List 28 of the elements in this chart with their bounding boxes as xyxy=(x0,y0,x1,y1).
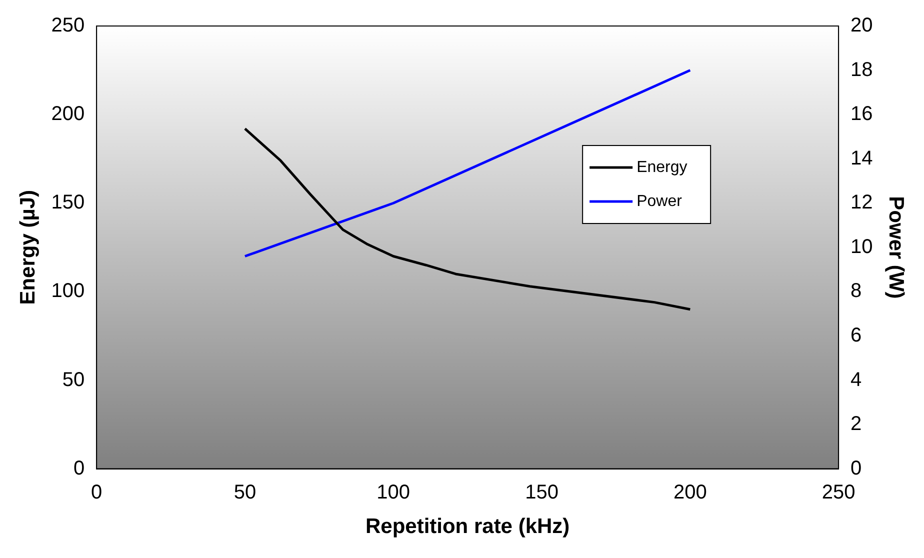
x-tick-label: 250 xyxy=(822,481,856,504)
y2-tick-label: 0 xyxy=(850,457,862,480)
x-axis-title: Repetition rate (kHz) xyxy=(365,515,570,538)
y2-tick-label: 4 xyxy=(850,368,862,391)
y2-tick-label: 18 xyxy=(850,58,873,81)
y2-tick-label: 10 xyxy=(850,236,873,258)
x-tick-label: 50 xyxy=(234,481,256,504)
legend-label: Power xyxy=(636,192,683,210)
y-tick-label: 200 xyxy=(51,103,85,126)
y2-tick-label: 2 xyxy=(850,413,862,436)
y2-tick-label: 12 xyxy=(850,192,873,214)
x-tick-label: 200 xyxy=(673,481,707,504)
legend-label: Energy xyxy=(636,158,688,176)
y2-axis-title: Power (W) xyxy=(884,196,908,299)
y2-tick-label: 8 xyxy=(850,280,862,302)
y2-tick-label: 14 xyxy=(850,147,873,170)
y-axis-title: Energy (µJ) xyxy=(16,190,40,305)
y2-tick-label: 20 xyxy=(850,14,873,37)
x-tick-label: 100 xyxy=(376,481,410,504)
y-tick-label: 100 xyxy=(51,280,85,302)
y-tick-label: 0 xyxy=(73,457,85,480)
x-tick-label: 150 xyxy=(525,481,558,504)
y2-tick-label: 6 xyxy=(850,324,862,346)
y-tick-label: 150 xyxy=(51,192,85,214)
y-tick-label: 250 xyxy=(51,14,85,37)
x-tick-label: 0 xyxy=(91,481,102,504)
y2-tick-label: 16 xyxy=(850,103,873,126)
y-tick-label: 50 xyxy=(62,368,85,391)
